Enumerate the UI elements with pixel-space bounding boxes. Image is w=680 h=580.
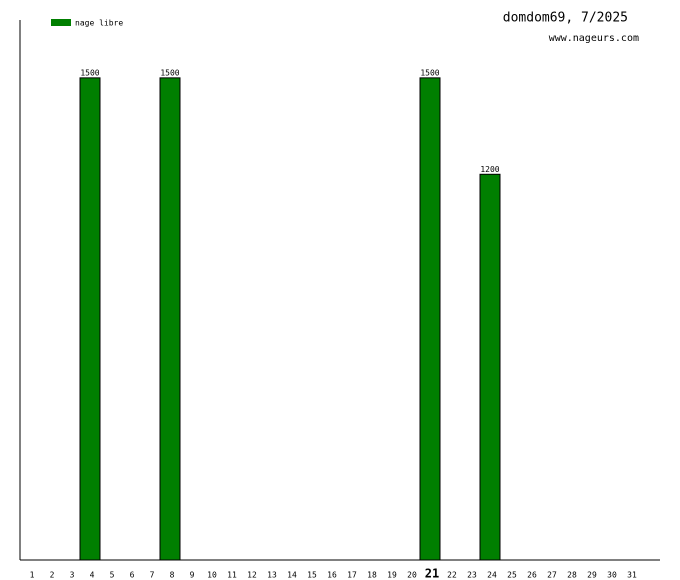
x-tick-label: 31	[627, 571, 637, 580]
data-label: 1500	[420, 68, 439, 77]
x-tick-label: 20	[407, 571, 417, 580]
x-tick-label: 17	[347, 571, 357, 580]
x-tick-label: 4	[90, 571, 95, 580]
x-tick-label: 3	[70, 571, 75, 580]
data-label: 1200	[480, 165, 499, 174]
data-label: 1500	[80, 68, 99, 77]
bar	[419, 77, 441, 561]
x-tick-label: 12	[247, 571, 257, 580]
x-tick-label: 2	[50, 571, 55, 580]
x-tick-label: 1	[30, 571, 35, 580]
x-tick-label: 10	[207, 571, 217, 580]
data-label: 1500	[160, 68, 179, 77]
chart-title: domdom69, 7/2025	[503, 11, 628, 26]
bar	[479, 173, 501, 561]
x-tick-label: 30	[607, 571, 617, 580]
x-tick-label: 26	[527, 571, 537, 580]
legend-label: nage libre	[75, 19, 123, 28]
x-tick-label: 7	[150, 571, 155, 580]
x-tick-label: 9	[190, 571, 195, 580]
x-tick-label: 6	[130, 571, 135, 580]
x-tick-label: 11	[227, 571, 237, 580]
x-tick-label: 15	[307, 571, 317, 580]
x-tick-label: 29	[587, 571, 597, 580]
chart-subtitle: www.nageurs.com	[549, 33, 639, 44]
x-tick-label: 23	[467, 571, 477, 580]
x-tick-label: 8	[170, 571, 175, 580]
x-tick-label: 16	[327, 571, 337, 580]
x-tick-label: 21	[425, 567, 439, 580]
bar	[159, 77, 181, 561]
x-tick-label: 25	[507, 571, 517, 580]
x-tick-label: 27	[547, 571, 557, 580]
x-tick-label: 28	[567, 571, 577, 580]
x-tick-label: 5	[110, 571, 115, 580]
x-tick-label: 24	[487, 571, 497, 580]
x-tick-label: 13	[267, 571, 277, 580]
x-tick-label: 18	[367, 571, 377, 580]
x-tick-label: 14	[287, 571, 297, 580]
x-tick-label: 19	[387, 571, 397, 580]
x-tick-label: 22	[447, 571, 457, 580]
bar	[79, 77, 101, 561]
legend-swatch	[51, 19, 71, 26]
